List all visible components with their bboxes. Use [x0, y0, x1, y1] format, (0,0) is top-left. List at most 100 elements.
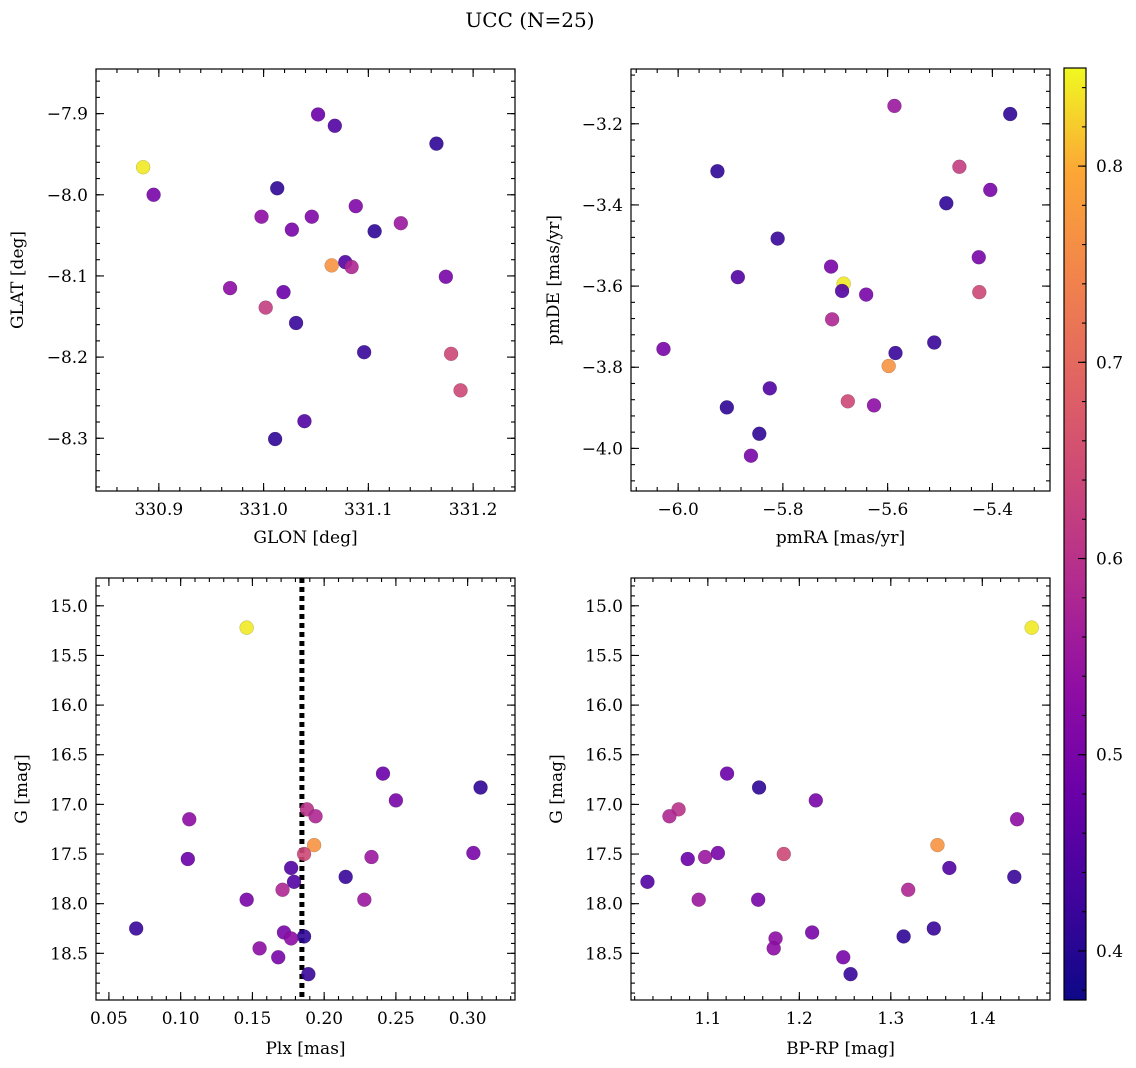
colorbar-tick-label: 0.8	[1096, 157, 1123, 177]
y-tick-label: −7.9	[47, 105, 88, 125]
data-point	[180, 851, 196, 867]
x-tick-label: 331.2	[449, 500, 498, 520]
data-point	[710, 845, 726, 861]
data-point	[719, 400, 735, 415]
data-point	[344, 259, 359, 275]
y-tick-label: 16.0	[50, 696, 88, 716]
x-tick-label: 1.4	[969, 1009, 996, 1029]
data-point	[766, 941, 781, 956]
y-tick-label: 16.0	[585, 696, 623, 716]
data-point	[367, 224, 382, 239]
y-tick-label: 18.5	[585, 944, 623, 964]
data-point	[942, 860, 957, 876]
data-point	[388, 793, 404, 808]
x-tick-label: 330.9	[135, 500, 184, 520]
data-point	[750, 892, 766, 907]
data-point	[348, 198, 364, 214]
panel-pmra-pmde: −6.0 −5.8 −5.6 −5.4 −4.0 −3.8 −3.6 −3.4 −3.2 pmR…	[544, 68, 1051, 548]
data-point	[357, 892, 372, 907]
x-tick-label: 0.30	[449, 1009, 487, 1029]
data-point	[971, 250, 987, 265]
y-tick-label: 16.5	[585, 746, 623, 766]
data-point	[866, 398, 882, 413]
data-point	[835, 950, 851, 965]
data-point	[222, 280, 238, 296]
panel-plx-g-ticks: 0.05 0.10 0.15 0.20 0.25 0.30 15.0 15.5 16.0 16.5…	[50, 578, 515, 1029]
data-point	[881, 358, 896, 374]
panel-pmra-pmde-points	[656, 98, 1018, 463]
y-tick-label: 17.0	[585, 795, 623, 815]
data-point	[824, 312, 840, 327]
data-point	[927, 335, 942, 350]
data-point	[338, 869, 353, 885]
data-point	[393, 215, 409, 231]
panel-bprp-g-ylabel: G [mag]	[547, 754, 567, 823]
data-point	[270, 950, 286, 965]
data-point	[356, 344, 372, 360]
panel-glon-glat: 330.9 331.0 331.1 331.2 −8.3 −8.2 −8.1 −8.0 −7.9…	[8, 68, 516, 548]
data-point	[972, 284, 987, 300]
colorbar-tick-label: 0.5	[1096, 746, 1123, 766]
data-point	[438, 269, 454, 285]
data-point	[823, 259, 839, 274]
data-point	[473, 780, 488, 795]
data-point	[939, 196, 954, 211]
y-tick-label: 16.5	[50, 746, 88, 766]
data-point	[834, 283, 850, 299]
data-point	[1002, 106, 1018, 122]
data-point	[896, 929, 911, 944]
data-point	[239, 892, 254, 907]
data-point	[306, 837, 322, 853]
y-tick-label: 18.5	[50, 944, 88, 964]
panel-glon-glat-frame	[95, 68, 516, 492]
y-tick-label: −3.2	[582, 115, 623, 135]
data-point	[840, 394, 856, 409]
data-point	[327, 118, 343, 134]
y-tick-label: 18.0	[50, 895, 88, 915]
x-tick-label: 331.1	[344, 500, 393, 520]
data-point	[843, 966, 858, 982]
data-point	[310, 107, 326, 122]
data-point	[258, 300, 273, 315]
x-tick-label: −5.6	[867, 500, 908, 520]
data-point	[269, 181, 285, 196]
y-tick-label: −3.8	[582, 358, 623, 378]
data-point	[453, 383, 468, 398]
data-point	[429, 136, 444, 151]
figure-title: UCC (N=25)	[465, 8, 594, 32]
data-point	[930, 837, 945, 853]
data-point	[283, 860, 299, 876]
panel-pmra-pmde-ylabel: pmDE [mas/yr]	[544, 215, 564, 345]
x-tick-label: 1.3	[877, 1009, 904, 1029]
data-point	[267, 431, 283, 447]
y-tick-label: −3.6	[582, 277, 623, 297]
x-tick-label: −5.4	[972, 500, 1013, 520]
y-tick-label: −8.1	[47, 267, 88, 287]
y-tick-label: 15.5	[50, 646, 88, 666]
data-point	[135, 159, 151, 175]
data-point	[1024, 620, 1039, 635]
data-point	[324, 258, 339, 273]
x-tick-label: 0.05	[90, 1009, 128, 1029]
data-point	[888, 345, 903, 361]
y-tick-label: −8.3	[47, 429, 88, 449]
colorbar-tick-label: 0.4	[1096, 942, 1123, 962]
data-point	[952, 159, 967, 175]
data-point	[308, 809, 323, 824]
panel-bprp-g: 1.1 1.2 1.3 1.4 15.0 15.5 16.0 16.5 17.0 17.5 18.0…	[547, 577, 1051, 1059]
data-point	[375, 766, 391, 781]
data-point	[691, 892, 706, 907]
panel-bprp-g-xlabel: BP-RP [mag]	[786, 1039, 895, 1059]
panel-pmra-pmde-frame	[630, 68, 1051, 492]
data-point	[283, 931, 299, 946]
data-point	[752, 426, 767, 442]
data-point	[284, 222, 300, 237]
y-tick-label: 18.0	[585, 895, 623, 915]
x-tick-label: 0.20	[305, 1009, 343, 1029]
colorbar-tick-label: 0.7	[1096, 353, 1123, 373]
data-point	[640, 874, 655, 890]
data-point	[297, 413, 312, 429]
y-tick-label: 15.0	[50, 597, 88, 617]
data-point	[697, 849, 713, 865]
panel-glon-glat-xlabel: GLON [deg]	[253, 528, 357, 548]
